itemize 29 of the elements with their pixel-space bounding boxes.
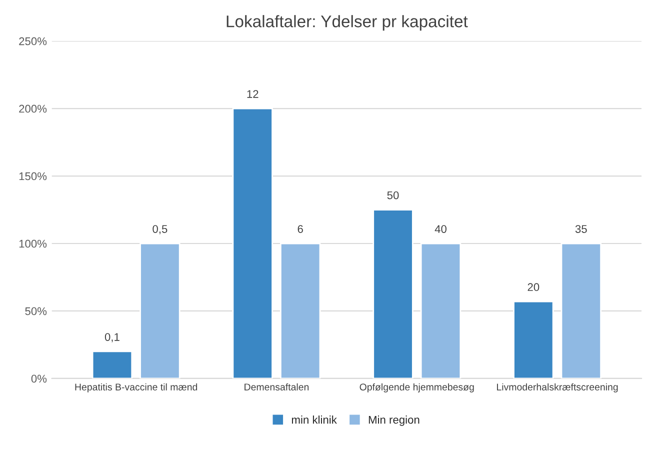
bar xyxy=(372,209,414,378)
x-tick-label: Livmoderhalskræftscreening xyxy=(497,383,618,392)
bar xyxy=(280,242,321,378)
legend-label: Min region xyxy=(368,416,420,426)
annotation: 12 xyxy=(247,90,258,98)
bar xyxy=(140,242,180,378)
bar xyxy=(92,350,133,378)
y-tick-label: 200% xyxy=(19,104,47,113)
annotation: 6 xyxy=(298,225,303,233)
y-tick-label: 100% xyxy=(19,240,47,248)
annotation: 40 xyxy=(434,225,446,233)
y-tick-label: 50% xyxy=(25,307,47,316)
legend-label: min klinik xyxy=(292,416,337,424)
bar xyxy=(232,108,273,378)
annotation: 20 xyxy=(528,283,540,292)
bar xyxy=(420,242,462,378)
annotation: 0,1 xyxy=(104,333,120,342)
bar xyxy=(513,300,554,378)
annotation: 0,5 xyxy=(152,225,168,234)
x-tick-label: Demensaftalen xyxy=(244,383,309,390)
bar xyxy=(560,242,602,378)
y-tick-label: 150% xyxy=(19,172,47,180)
annotation: 35 xyxy=(575,225,587,233)
y-tick-label: 250% xyxy=(19,37,47,46)
x-tick-label: Hepatitis B-vaccine til mænd xyxy=(75,383,198,392)
x-tick-label: Opfølgende hjemmebesøg xyxy=(360,383,474,392)
y-tick-label: 0% xyxy=(31,374,47,383)
chart-title: Lokalaftaler: Ydelser pr kapacitet xyxy=(226,15,468,31)
annotation: 50 xyxy=(387,191,399,200)
